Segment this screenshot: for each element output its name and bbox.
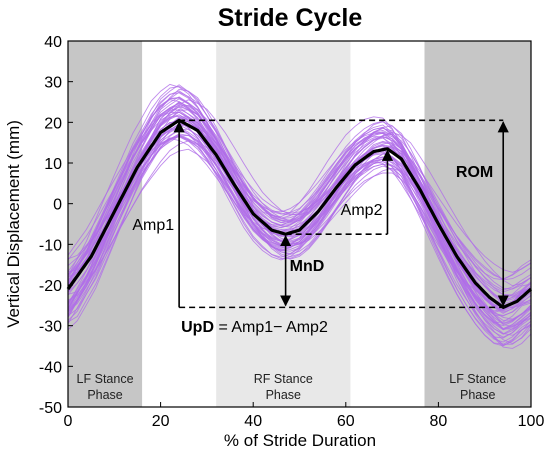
upd-label-bold: UpD [181, 319, 214, 336]
y-tick-label: 20 [44, 115, 62, 132]
y-axis-label: Vertical Displacement (mm) [4, 120, 23, 328]
upd-label: UpD = Amp1− Amp2 [181, 319, 328, 336]
x-tick-label: 0 [64, 413, 73, 430]
plot-frame [67, 40, 532, 408]
y-tick-label: -30 [39, 319, 62, 336]
phase-label: Phase [460, 388, 495, 402]
y-tick-label: -40 [39, 359, 62, 376]
trial-line [67, 83, 532, 313]
phase-label: LF Stance [449, 372, 506, 386]
x-tick-label: 20 [152, 413, 170, 430]
x-tick-label: 80 [430, 413, 448, 430]
phase-label: Phase [87, 388, 122, 402]
mean-line [66, 118, 533, 309]
y-tick-label: -20 [39, 278, 62, 295]
chart-title: Stride Cycle [218, 4, 363, 32]
annotations: Amp1 Amp2 MnD ROM UpD = Amp1− Amp2 [132, 119, 509, 336]
phase-label: LF Stance [77, 372, 134, 386]
mnd-label: MnD [290, 258, 325, 275]
amp1-label: Amp1 [132, 217, 174, 234]
trial-line [67, 106, 532, 307]
y-tick-label: -50 [39, 400, 62, 417]
trial-line [67, 123, 532, 273]
y-tick-label: 40 [44, 34, 62, 51]
phase-label: RF Stance [254, 372, 313, 386]
x-tick-label: 60 [337, 413, 355, 430]
mean-line-group [66, 118, 533, 309]
rom-label: ROM [456, 164, 493, 181]
trial-line [67, 135, 532, 305]
trial-line [67, 111, 532, 280]
y-tick-label: -10 [39, 237, 62, 254]
phase-label: Phase [266, 388, 301, 402]
trial-line [67, 120, 532, 345]
trial-line [67, 91, 532, 303]
amp2-label: Amp2 [341, 202, 383, 219]
trial-line [67, 133, 532, 321]
y-tick-label: 0 [53, 197, 62, 214]
x-tick-label: 40 [244, 413, 262, 430]
x-tick-label: 100 [518, 413, 545, 430]
x-axis-label: % of Stride Duration [224, 431, 376, 450]
x-axis-ticks: 0 20 40 60 80 100 [64, 402, 545, 430]
upd-label-formula: = Amp1− Amp2 [214, 319, 328, 336]
y-axis-ticks: -50 -40 -30 -20 -10 0 10 20 30 40 [39, 34, 73, 417]
y-tick-label: 30 [44, 75, 62, 92]
phase-labels: LF Stance Phase RF Stance Phase LF Stance Pha… [77, 372, 507, 402]
y-tick-label: 10 [44, 156, 62, 173]
